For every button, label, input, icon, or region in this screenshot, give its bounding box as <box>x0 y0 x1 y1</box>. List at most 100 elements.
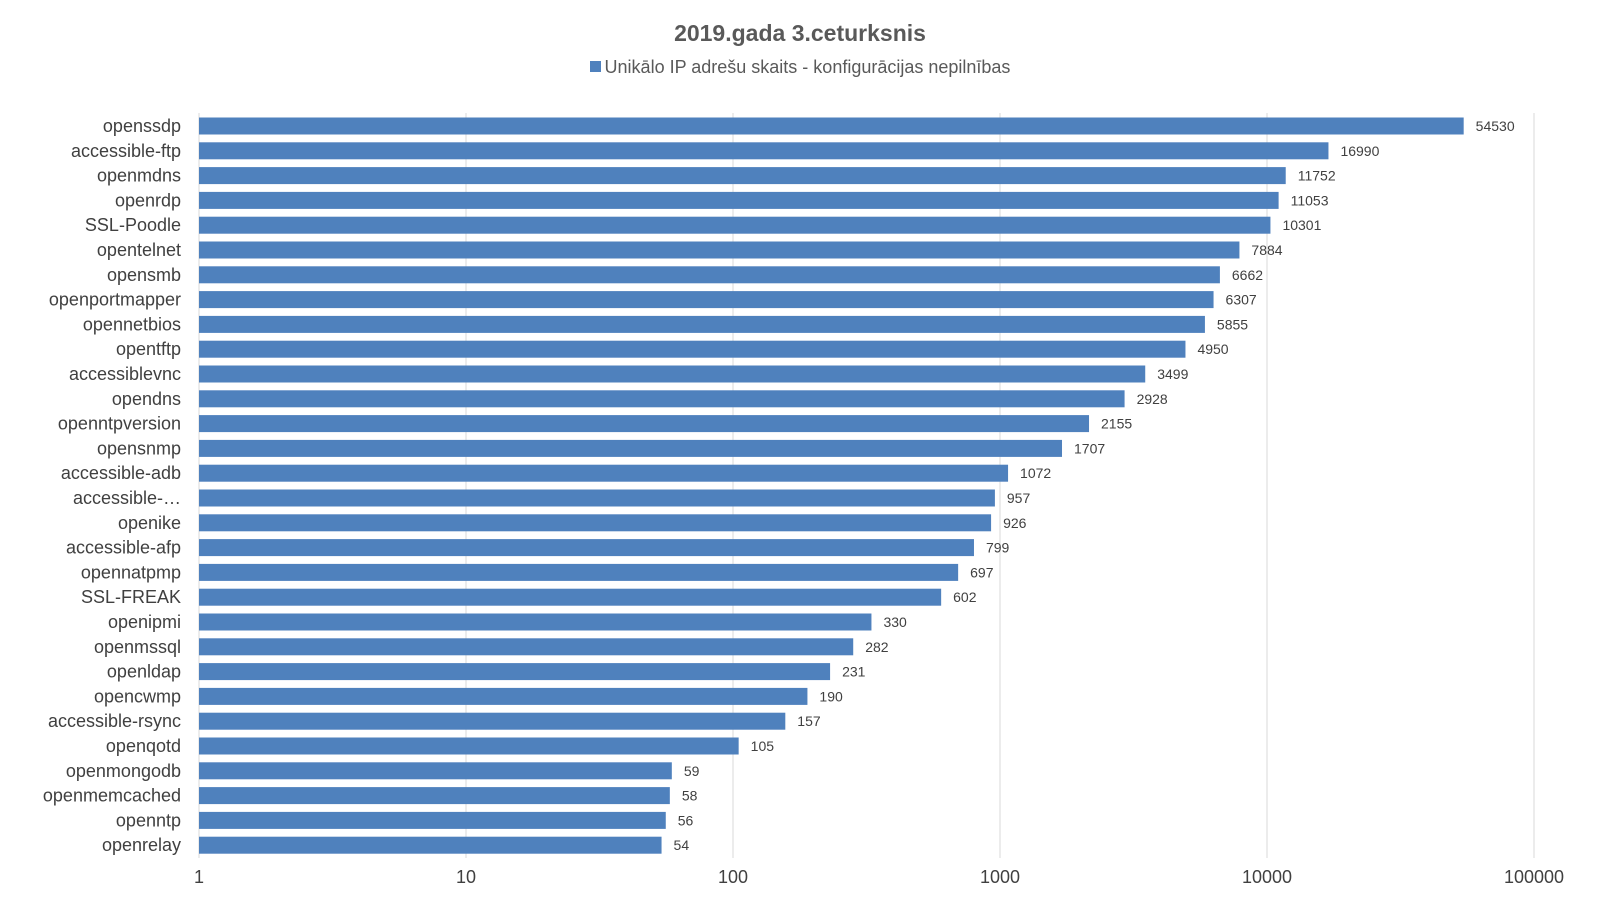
bar-29 <box>199 836 662 854</box>
x-tick-label: 100000 <box>1504 867 1564 887</box>
category-label: SSL-Poodle <box>85 215 181 235</box>
category-label: accessiblevnc <box>69 364 181 384</box>
bar-13 <box>199 439 1063 457</box>
bar-24 <box>199 712 786 730</box>
category-label: accessible-afp <box>66 538 181 558</box>
category-label: opensnmp <box>97 438 181 458</box>
bar-17 <box>199 539 974 557</box>
bar-8 <box>199 315 1205 333</box>
category-label: SSL-FREAK <box>81 587 181 607</box>
category-label: openldap <box>107 662 181 682</box>
category-label: accessible-adb <box>61 463 181 483</box>
data-label: 16990 <box>1340 143 1379 159</box>
bar-20 <box>199 613 872 631</box>
category-label: openike <box>118 513 181 533</box>
bar-15 <box>199 489 995 507</box>
category-label: openmemcached <box>43 786 181 806</box>
bar-25 <box>199 737 739 755</box>
bar-26 <box>199 762 672 780</box>
data-label: 59 <box>684 763 700 779</box>
bar-0 <box>199 117 1464 135</box>
legend-swatch <box>589 61 601 72</box>
category-label: openportmapper <box>49 290 181 310</box>
category-label: openrelay <box>102 835 181 855</box>
data-label: 2928 <box>1137 391 1168 407</box>
data-label: 602 <box>953 589 977 605</box>
category-label: accessible-rsync <box>48 711 181 731</box>
category-label: openssdp <box>103 116 181 136</box>
x-tick-label: 10 <box>456 867 476 887</box>
data-label: 11053 <box>1291 192 1329 208</box>
data-label: 10301 <box>1282 217 1321 233</box>
bar-2 <box>199 167 1286 185</box>
bar-4 <box>199 216 1271 234</box>
category-label: openrdp <box>115 190 181 210</box>
category-label: opennetbios <box>83 314 181 334</box>
category-label: opentelnet <box>97 240 181 260</box>
data-label: 58 <box>682 788 698 804</box>
bar-11 <box>199 390 1125 408</box>
data-label: 5855 <box>1217 316 1248 332</box>
data-label: 6307 <box>1226 292 1257 308</box>
bar-1 <box>199 142 1329 160</box>
category-label: openmdns <box>97 166 181 186</box>
data-label: 2155 <box>1101 416 1132 432</box>
legend-label: Unikālo IP adrešu skaits - konfigurācija… <box>604 57 1011 77</box>
category-label: openqotd <box>106 736 181 756</box>
x-tick-label: 10000 <box>1242 867 1292 887</box>
data-label: 157 <box>797 713 821 729</box>
data-label: 282 <box>865 639 889 655</box>
bar-10 <box>199 365 1146 383</box>
data-label: 54530 <box>1476 118 1515 134</box>
bar-18 <box>199 563 959 581</box>
bar-12 <box>199 415 1090 433</box>
data-label: 957 <box>1007 490 1031 506</box>
data-label: 1072 <box>1020 465 1051 481</box>
category-label: opensmb <box>107 265 181 285</box>
data-label: 3499 <box>1157 366 1188 382</box>
category-label: opentftp <box>116 339 181 359</box>
bar-21 <box>199 638 854 656</box>
category-label: opencwmp <box>94 686 181 706</box>
data-label: 330 <box>883 614 907 630</box>
category-label: openntp <box>116 810 181 830</box>
data-label: 56 <box>678 812 694 828</box>
bar-14 <box>199 464 1009 482</box>
bar-23 <box>199 687 808 705</box>
bar-28 <box>199 811 666 829</box>
bar-22 <box>199 663 831 681</box>
data-label: 11752 <box>1298 168 1336 184</box>
bar-7 <box>199 291 1214 309</box>
bar-6 <box>199 266 1220 284</box>
chart-title: 2019.gada 3.ceturksnis <box>674 20 926 46</box>
x-tick-label: 1 <box>194 867 204 887</box>
category-label: opennatpmp <box>81 562 181 582</box>
category-label: accessible-… <box>73 488 181 508</box>
bar-19 <box>199 588 942 606</box>
data-label: 190 <box>819 688 843 704</box>
bar-27 <box>199 787 670 805</box>
labels: 1 10 100 1000 10000 100000 openssdp 54530 access… <box>43 116 1564 887</box>
data-label: 105 <box>751 738 775 754</box>
bar-3 <box>199 191 1279 209</box>
legend: Unikālo IP adrešu skaits - konfigurācija… <box>0 57 1600 78</box>
category-label: accessible-ftp <box>71 141 181 161</box>
data-label: 1707 <box>1074 440 1105 456</box>
data-label: 54 <box>674 837 690 853</box>
bar-5 <box>199 241 1240 259</box>
category-label: openmssql <box>94 637 181 657</box>
data-label: 7884 <box>1251 242 1282 258</box>
data-label: 4950 <box>1197 341 1228 357</box>
data-label: 799 <box>986 540 1010 556</box>
data-label: 6662 <box>1232 267 1263 283</box>
x-tick-label: 1000 <box>980 867 1020 887</box>
category-label: opendns <box>112 389 181 409</box>
data-label: 697 <box>970 564 994 580</box>
category-label: openmongodb <box>66 761 181 781</box>
category-label: openipmi <box>108 612 181 632</box>
gridlines <box>198 113 1535 858</box>
x-tick-label: 100 <box>718 867 748 887</box>
data-label: 231 <box>842 664 866 680</box>
